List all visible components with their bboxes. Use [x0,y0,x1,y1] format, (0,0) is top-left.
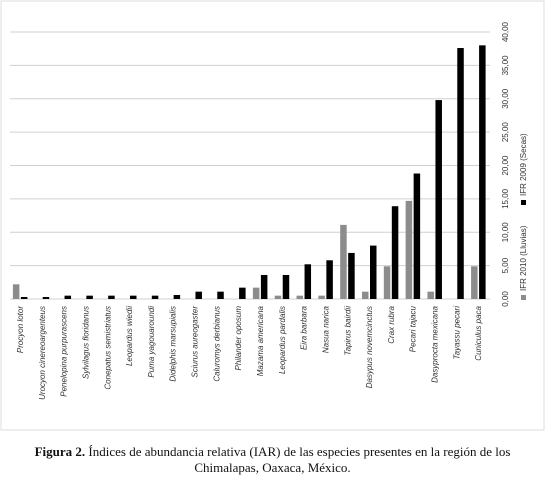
bar [252,287,260,299]
bar [42,296,50,299]
x-tick-label: Dasypus novemcinctus [365,306,374,388]
x-tick-label: Tapirus bairdii [343,306,352,356]
bar [318,295,325,299]
x-tick-label: Urocyon cinereoargenteus [38,306,47,400]
x-tick-label: Puma yagouaroundi [147,306,156,378]
bar [479,45,486,299]
bar [435,100,442,300]
y-tick-label: 25,00 [501,122,510,143]
bar [282,274,290,299]
chart: 0,00 5,00 10,00 15,00 20,00 25,00 30,00 35,00 40… [0,0,545,431]
y-tick-label: 0,00 [501,291,510,307]
y-tick-label: 30,00 [501,88,510,109]
bar [217,291,224,299]
x-tick-label: Conepatus semistriatus [103,306,112,390]
x-tick-label: Procyon lotor [16,306,25,353]
x-tick-label: Nasua narica [321,305,330,353]
caption: Figura 2. Índices de abundancia relativa… [12,444,533,476]
y-tick-label: 40,00 [501,21,510,42]
x-tick-label: Philander oposum [234,306,243,371]
bar [304,264,312,299]
legend-swatch [521,200,526,205]
bar [195,291,202,299]
x-tick-label: Didelphis marsupialis [169,306,178,382]
legend-swatch [521,295,526,300]
y-tick-label: 5,00 [501,257,510,273]
bar [340,224,347,299]
x-tick-label: Pecari tajacu [409,305,418,352]
bar [370,245,377,299]
x-tick-label: Cuniculus paca [474,305,483,360]
x-tick-label: Crax rubra [387,305,396,343]
bar [457,48,464,299]
bar [383,266,391,299]
x-tick-label: Eira barbara [300,305,309,350]
y-tick-label: 15,00 [501,188,510,209]
x-tick-label: Tayassu pecari [452,306,461,360]
x-tick-label: Penelopina purpurascens [60,306,69,397]
x-tick-label: Caluromys derbianus [212,306,221,382]
bar [427,291,434,299]
x-tick-label: Leopardus wiedii [125,306,134,366]
bar [296,295,304,299]
bar [391,206,399,299]
bar [151,295,159,299]
bar [64,295,72,299]
bar [405,200,413,299]
chart-frame [0,0,545,431]
bar [362,291,369,299]
x-tick-label: Mazama americana [256,305,265,376]
caption-text: Índices de abundancia relativa (IAR) de … [88,444,511,475]
bar [86,295,93,299]
bar [108,295,115,299]
bar [12,284,20,299]
x-tick-label: Sylvilagus floridanus [81,306,90,379]
bar [326,260,333,299]
bar [239,287,246,299]
x-tick-label: Dasyprocta mexicana [431,305,440,382]
legend-label: IFR 2009 (Secas) [519,133,528,196]
bar [274,295,282,299]
bar [173,294,181,299]
y-tick-label: 35,00 [501,55,510,76]
bar [20,296,28,299]
bar [348,252,355,299]
bar [130,295,137,299]
bar [260,274,268,299]
x-tick-label: Leopardus pardalis [278,306,287,374]
y-tick-label: 20,00 [501,155,510,176]
bar [471,266,478,299]
caption-label: Figura 2. [34,444,86,459]
y-tick-label: 10,00 [501,222,510,243]
x-tick-label: Sciurus aureogaster [191,306,200,378]
legend-label: IFR 2010 (Lluvias) [519,225,528,291]
bar [413,173,421,299]
